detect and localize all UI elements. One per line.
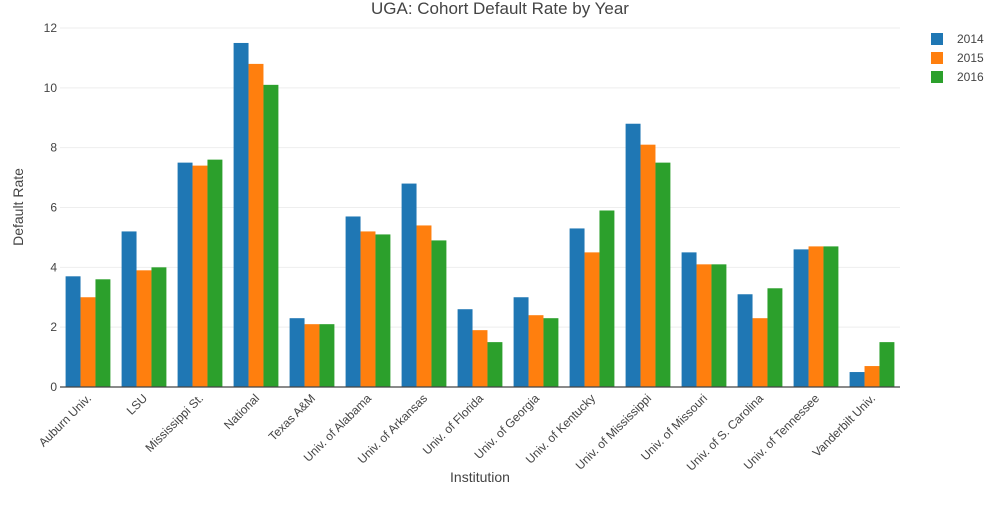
bar[interactable]: National 2015: 10.8 (248, 63, 264, 388)
bar[interactable]: Auburn Univ. 2015: 3 (80, 297, 96, 387)
bar[interactable]: Univ. of Florida 2016: 1.5 (487, 342, 503, 387)
bar[interactable]: National 2016: 10.1 (263, 84, 279, 387)
bar[interactable]: Texas A&M 2014: 2.3 (289, 318, 305, 387)
bar[interactable]: Auburn Univ. 2014: 3.7 (65, 276, 81, 387)
bar[interactable]: Texas A&M 2015: 2.1 (304, 324, 320, 387)
bar[interactable]: Univ. of Georgia 2016: 2.3 (543, 318, 559, 387)
bar[interactable]: Univ. of S. Carolina 2016: 3.3 (767, 288, 783, 387)
bar[interactable]: Vanderbilt Univ. 2015: 0.7 (864, 366, 880, 387)
bar[interactable]: Univ. of Georgia 2015: 2.4 (528, 315, 544, 387)
legend-swatch[interactable] (931, 71, 943, 83)
legend-swatch[interactable] (931, 33, 943, 45)
y-tick-labels: 0 2 4 6 8 10 12 (44, 21, 58, 394)
bar[interactable]: Mississippi St. 2014: 7.5 (177, 162, 193, 387)
bar[interactable]: Univ. of Alabama 2015: 5.2 (360, 231, 376, 387)
y-tick-label: 0 (50, 380, 57, 394)
bar[interactable]: Auburn Univ. 2016: 3.6 (95, 279, 111, 387)
bar[interactable]: Univ. of Kentucky 2015: 4.5 (584, 252, 600, 387)
bar[interactable]: Univ. of Arkansas 2015: 5.4 (416, 225, 432, 387)
bar[interactable]: Univ. of Tennessee 2016: 4.7 (823, 246, 839, 387)
bar[interactable]: Vanderbilt Univ. 2014: 0.5 (849, 372, 865, 387)
legend-label[interactable]: 2014 (957, 32, 984, 46)
bar[interactable]: Univ. of S. Carolina 2015: 2.3 (752, 318, 768, 387)
bar[interactable]: Univ. of Tennessee 2015: 4.7 (808, 246, 824, 387)
bar[interactable]: Univ. of Kentucky 2016: 5.9 (599, 210, 615, 387)
bar[interactable]: Univ. of Alabama 2014: 5.7 (345, 216, 361, 387)
legend-swatch[interactable] (931, 52, 943, 64)
bar[interactable]: National 2014: 11.5 (233, 42, 249, 387)
x-tick-label: Texas A&M (266, 391, 318, 443)
bars: Auburn Univ. 2014: 3.7Auburn Univ. 2015:… (65, 42, 895, 388)
bar[interactable]: Univ. of Florida 2014: 2.6 (457, 309, 473, 387)
bar[interactable]: Mississippi St. 2015: 7.4 (192, 165, 208, 387)
x-tick-label: National (221, 391, 262, 432)
legend-label[interactable]: 2016 (957, 70, 984, 84)
bar[interactable]: Univ. of Mississippi 2015: 8.1 (640, 144, 656, 387)
y-tick-label: 6 (50, 201, 57, 215)
y-tick-label: 2 (50, 320, 57, 334)
y-tick-label: 10 (44, 81, 58, 95)
y-tick-label: 8 (50, 141, 57, 155)
x-tick-label: Mississippi St. (142, 391, 206, 455)
bar[interactable]: Univ. of Arkansas 2014: 6.8 (401, 183, 417, 387)
x-tick-label: Auburn Univ. (36, 391, 94, 449)
bar[interactable]: Univ. of Alabama 2016: 5.1 (375, 234, 391, 387)
bar[interactable]: Univ. of Florida 2015: 1.9 (472, 330, 488, 387)
bar[interactable]: Univ. of Missouri 2014: 4.5 (681, 252, 697, 387)
bar[interactable]: LSU 2015: 3.9 (136, 270, 152, 387)
legend[interactable]: 2014 2015 2016 (931, 32, 984, 84)
bar[interactable]: Univ. of Kentucky 2014: 5.3 (569, 228, 585, 387)
bar[interactable]: Univ. of Arkansas 2016: 4.9 (431, 240, 447, 387)
y-tick-label: 4 (50, 260, 57, 274)
bar[interactable]: Univ. of Missouri 2016: 4.1 (711, 264, 727, 387)
bar[interactable]: Texas A&M 2016: 2.1 (319, 324, 335, 387)
bar[interactable]: Mississippi St. 2016: 7.6 (207, 159, 223, 387)
bar[interactable]: Univ. of Mississippi 2016: 7.5 (655, 162, 671, 387)
chart-title: UGA: Cohort Default Rate by Year (371, 0, 629, 18)
bar[interactable]: LSU 2016: 4 (151, 267, 167, 387)
bar[interactable]: Vanderbilt Univ. 2016: 1.5 (879, 342, 895, 387)
bar[interactable]: Univ. of Georgia 2014: 3 (513, 297, 529, 387)
y-tick-label: 12 (44, 21, 58, 35)
y-axis-title: Default Rate (10, 168, 26, 246)
x-tick-label: LSU (124, 391, 150, 417)
bar[interactable]: Univ. of Mississippi 2014: 8.8 (625, 123, 641, 387)
x-axis-title: Institution (450, 469, 510, 485)
bar[interactable]: Univ. of Tennessee 2014: 4.6 (793, 249, 809, 387)
bar[interactable]: Univ. of Missouri 2015: 4.1 (696, 264, 712, 387)
bar[interactable]: LSU 2014: 5.2 (121, 231, 137, 387)
legend-label[interactable]: 2015 (957, 51, 984, 65)
bar[interactable]: Univ. of S. Carolina 2014: 3.1 (737, 294, 753, 387)
